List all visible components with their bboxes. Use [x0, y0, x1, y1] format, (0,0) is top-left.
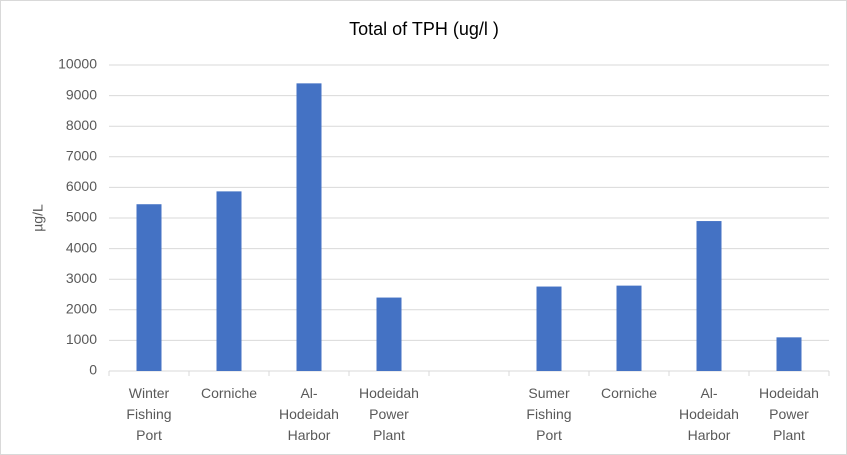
y-tick-label: 1000 [66, 331, 97, 347]
y-tick-label: 2000 [66, 301, 97, 317]
x-tick-label: Hodeidah Power Plant [759, 385, 819, 443]
y-axis-label: µg/L [30, 204, 46, 232]
bar [776, 337, 802, 371]
y-tick-label: 0 [89, 362, 97, 378]
x-tick-label: Al-Hodeidah Harbor [279, 385, 339, 443]
x-tick-label: Hodeidah Power Plant [359, 385, 419, 443]
chart-title: Total of TPH (ug/l ) [349, 19, 499, 39]
y-tick-label: 10000 [58, 56, 97, 72]
x-tick-label: Corniche [600, 385, 658, 401]
bar [376, 297, 402, 371]
bar [296, 83, 322, 372]
x-tick-label: Corniche [200, 385, 258, 401]
x-tick-label: Sumer Fishing Port [526, 385, 572, 443]
bar [216, 191, 242, 371]
bar [696, 221, 722, 371]
bar [616, 285, 642, 371]
y-tick-label: 7000 [66, 148, 97, 164]
y-tick-label: 5000 [66, 209, 97, 225]
bar [136, 204, 162, 371]
x-tick-label: Winter Fishing Port [126, 385, 172, 443]
x-tick-label: Al-Hodeidah Harbor [679, 385, 739, 443]
bar [536, 286, 562, 371]
y-tick-label: 3000 [66, 270, 97, 286]
y-tick-label: 6000 [66, 178, 97, 194]
y-tick-label: 9000 [66, 86, 97, 102]
y-tick-label: 8000 [66, 117, 97, 133]
y-tick-label: 4000 [66, 239, 97, 255]
